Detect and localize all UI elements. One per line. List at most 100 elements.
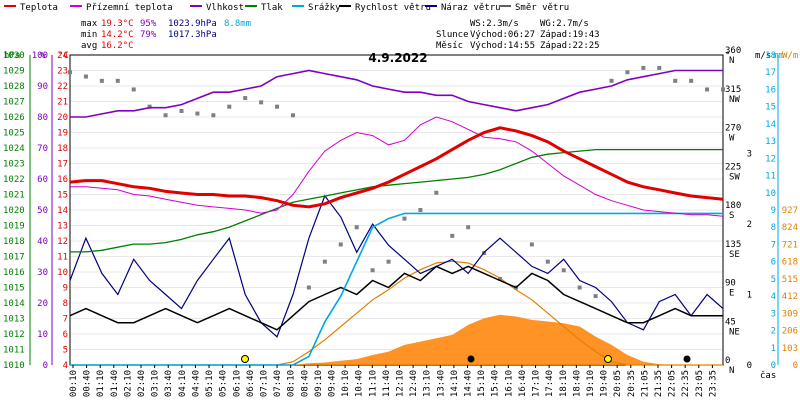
axis-mm-tick: 10 [765,189,776,199]
stat-min-temp: 14.2°C [101,30,134,40]
axis-mm-tick: 7 [771,240,776,250]
axis-hpa-tick: 1013 [3,315,25,325]
x-tick-label: 18:40 [572,370,582,397]
wind-direction-point [721,87,725,92]
axis-wm2-tick: 515 [782,275,798,285]
axis-direction-name: E [729,289,734,299]
sun-label: Slunce [436,30,469,40]
axis-hpa-tick: 1025 [3,129,25,139]
wind-direction-point [561,268,566,273]
axis-direction-tick: 225 [725,162,741,172]
axis-wm2-tick: 0 [793,361,798,371]
wind-direction-point [370,268,375,273]
wind-direction-point [625,70,630,75]
axis-celsius-tick: 4 [63,361,68,371]
axis-celsius-tick: 8 [63,299,68,309]
wind-direction-point [545,259,550,264]
axis-celsius-title: °C [58,51,69,61]
axis-mm-tick: 5 [771,275,776,285]
wind-direction-point [275,104,280,109]
stat-max-temp: 19.3°C [101,19,134,29]
wind-direction-point [131,87,136,92]
x-tick-label: 03:10 [151,370,161,397]
x-tick-label: 22:05 [668,370,678,397]
wind-direction-point [673,78,678,83]
axis-hpa-tick: 1028 [3,82,25,92]
axis-percent-tick: 80 [37,113,48,123]
axis-celsius-tick: 9 [63,284,68,294]
x-tick-label: 19:10 [586,370,596,397]
axis-direction-title: ° [725,51,730,61]
wind-direction-point [68,70,72,75]
series-pressure [70,148,723,253]
axis-celsius-tick: 23 [57,67,68,77]
x-tick-label: 17:10 [532,370,542,397]
axis-celsius-tick: 18 [57,144,68,154]
axis-mm-tick: 8 [771,223,776,233]
axis-hpa-tick: 1018 [3,237,25,247]
x-tick-label: 09:40 [327,370,337,397]
wind-direction-point [577,285,582,290]
wind-direction-point [338,242,343,247]
moonrise-marker [467,355,475,363]
wind-direction-point [306,285,311,290]
series-solar-radiation [70,314,723,365]
axis-mm-tick: 12 [765,154,776,164]
x-tick-label: 11:10 [368,370,378,397]
axis-hpa-tick: 1030 [3,51,25,61]
series-temperature [69,126,724,209]
axis-direction-name: NW [729,95,740,105]
wind-direction-point [115,78,120,83]
moon-label: Měsíc [436,41,463,51]
axis-direction-tick: 0 [725,356,730,366]
moon-rise: Východ:14:55 [470,41,535,51]
axis-percent-tick: 30 [37,268,48,278]
stat-max-press: 1023.9hPa [168,19,217,29]
x-tick-label: 07:10 [259,370,269,397]
axis-direction-tick: 360 [725,46,741,56]
x-tick-label: 07:40 [273,370,283,397]
x-tick-label: 21:05 [640,370,650,397]
x-tick-label: 23:35 [708,370,718,397]
axis-hpa-tick: 1029 [3,67,25,77]
x-tick-label: 06:10 [232,370,242,397]
axis-wm2-tick: 412 [782,292,798,302]
axis-direction-tick: 180 [725,201,741,211]
axis-celsius-tick: 11 [57,253,68,263]
axis-celsius-tick: 6 [63,330,68,340]
wind-direction-point [705,87,710,92]
x-tick-label: 14:40 [464,370,474,397]
axis-mm-tick: 3 [771,309,776,319]
x-tick-label: 10:40 [355,370,365,397]
legend: Teplota Přízemní teplota Vlhkost Tlak Srážky… [4,3,569,13]
x-tick-label: 12:40 [409,370,419,397]
wind-direction-point [163,113,168,118]
wind-direction-point [354,225,359,230]
wind-direction-point [498,276,503,281]
wind-ws: WS:2.3m/s [470,19,519,29]
stat-min-hum: 79% [140,30,157,40]
x-tick-label: 11:40 [382,370,392,397]
wind-direction-point [434,190,439,195]
axis-mm-tick: 17 [765,68,776,78]
wind-direction-point [179,108,184,113]
plot-area [68,65,725,366]
stat-avg-temp: 16.2°C [101,41,134,51]
legend-label: Směr větru [515,3,569,13]
axis-direction-name: NE [729,327,740,337]
axis-direction-tick: 45 [725,317,736,327]
axis-ms-title: m/s [755,51,771,61]
axis-hpa-tick: 1015 [3,284,25,294]
x-tick-label: 02:40 [137,370,147,397]
axis-mm-tick: 14 [765,120,776,130]
sun-set: Západ:19:43 [540,30,600,40]
wind-direction-point [386,259,391,264]
series-humidity [70,69,723,118]
axis-hpa-tick: 1016 [3,268,25,278]
axis-direction-tick: 270 [725,124,741,134]
axis-mm-tick: 16 [765,85,776,95]
axis-celsius-tick: 17 [57,160,68,170]
axis-hpa-title: hPa [4,51,20,61]
axis-hpa-tick: 1026 [3,113,25,123]
